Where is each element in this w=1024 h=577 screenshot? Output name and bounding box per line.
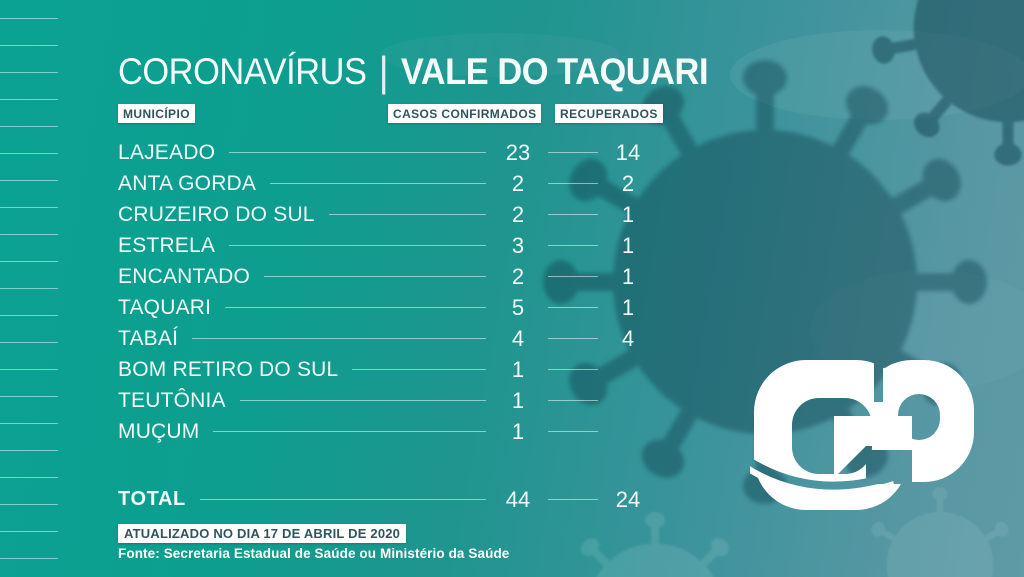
- dash-line: [548, 152, 598, 153]
- municipality-name: TEUTÔNIA: [118, 388, 226, 412]
- title-coronavirus: CORONAVÍRUS: [118, 51, 367, 92]
- confirmed-value: 2: [511, 170, 525, 196]
- header-municipality: MUNICÍPIO: [118, 104, 195, 123]
- page-title: CORONAVÍRUS | VALE DO TAQUARI: [118, 48, 709, 95]
- dash-line: [548, 245, 598, 246]
- total-row: TOTAL 44 24: [118, 484, 650, 515]
- recovered-value: 1: [621, 201, 635, 227]
- header-recovered: RECUPERADOS: [555, 104, 663, 123]
- table-row: MUÇUM 1: [118, 416, 650, 447]
- municipality-name: ESTRELA: [118, 233, 216, 257]
- leader-line: [192, 338, 486, 339]
- leader-line: [229, 245, 486, 246]
- leader-line: [213, 431, 486, 432]
- header-confirmed: CASOS CONFIRMADOS: [388, 104, 542, 123]
- dash-line: [548, 307, 598, 308]
- confirmed-value: 4: [511, 325, 525, 351]
- municipality-name: MUÇUM: [118, 419, 200, 443]
- table-row: CRUZEIRO DO SUL 2 1: [118, 199, 650, 230]
- left-tick-lines: [0, 18, 58, 577]
- dash-line: [548, 276, 598, 277]
- total-recovered-value: 24: [615, 486, 641, 512]
- recovered-value: 14: [615, 139, 641, 165]
- title-separator: |: [378, 48, 389, 95]
- dash-line: [548, 183, 598, 184]
- dash-line: [548, 338, 598, 339]
- confirmed-value: 1: [511, 387, 525, 413]
- table-row: BOM RETIRO DO SUL 1: [118, 354, 650, 385]
- municipality-name: TABAÍ: [118, 326, 179, 350]
- dash-line: [548, 431, 598, 432]
- recovered-value: 1: [621, 294, 635, 320]
- recovered-value: 1: [621, 263, 635, 289]
- confirmed-value: 5: [511, 294, 525, 320]
- recovered-value: 4: [621, 325, 635, 351]
- dash-line: [548, 499, 598, 500]
- municipality-name: CRUZEIRO DO SUL: [118, 202, 315, 226]
- footer: ATUALIZADO NO DIA 17 DE ABRIL DE 2020 Fo…: [118, 524, 509, 561]
- leader-line: [225, 307, 486, 308]
- recovered-value: 2: [621, 170, 635, 196]
- municipality-name: BOM RETIRO DO SUL: [118, 357, 339, 381]
- municipality-name: TAQUARI: [118, 295, 212, 319]
- virus-icon: [872, 0, 1024, 166]
- table-row: TABAÍ 4 4: [118, 323, 650, 354]
- confirmed-value: 2: [511, 201, 525, 227]
- table-row: LAJEADO 23 14: [118, 137, 650, 168]
- dash-line: [548, 400, 598, 401]
- title-region: VALE DO TAQUARI: [400, 51, 709, 92]
- leader-line: [239, 400, 486, 401]
- total-label: TOTAL: [118, 488, 186, 510]
- confirmed-value: 1: [511, 356, 525, 382]
- updated-date-badge: ATUALIZADO NO DIA 17 DE ABRIL DE 2020: [118, 524, 407, 543]
- municipality-table: LAJEADO 23 14 ANTA GORDA 2 2 CRUZEIRO DO…: [118, 137, 650, 447]
- confirmed-value: 3: [511, 232, 525, 258]
- leader-line: [352, 369, 486, 370]
- table-row: TAQUARI 5 1: [118, 292, 650, 323]
- total-confirmed-value: 44: [505, 486, 531, 512]
- leader-line: [229, 152, 486, 153]
- municipality-name: ANTA GORDA: [118, 171, 257, 195]
- confirmed-value: 23: [505, 139, 531, 165]
- confirmed-value: 2: [511, 263, 525, 289]
- leader-line: [270, 183, 486, 184]
- leader-line: [328, 214, 486, 215]
- dash-line: [548, 369, 598, 370]
- table-row: ENCANTADO 2 1: [118, 261, 650, 292]
- table-row: TEUTÔNIA 1: [118, 385, 650, 416]
- table-row: ANTA GORDA 2 2: [118, 168, 650, 199]
- table-row: ESTRELA 3 1: [118, 230, 650, 261]
- leader-line: [199, 499, 486, 500]
- dash-line: [548, 214, 598, 215]
- confirmed-value: 1: [511, 418, 525, 444]
- leader-line: [264, 276, 486, 277]
- municipality-name: ENCANTADO: [118, 264, 251, 288]
- recovered-value: 1: [621, 232, 635, 258]
- municipality-name: LAJEADO: [118, 140, 216, 164]
- virus-icon: [871, 487, 1009, 577]
- gp-logo: [750, 360, 974, 510]
- virus-icon: [581, 512, 729, 577]
- source-text: Fonte: Secretaria Estadual de Saúde ou M…: [118, 546, 510, 561]
